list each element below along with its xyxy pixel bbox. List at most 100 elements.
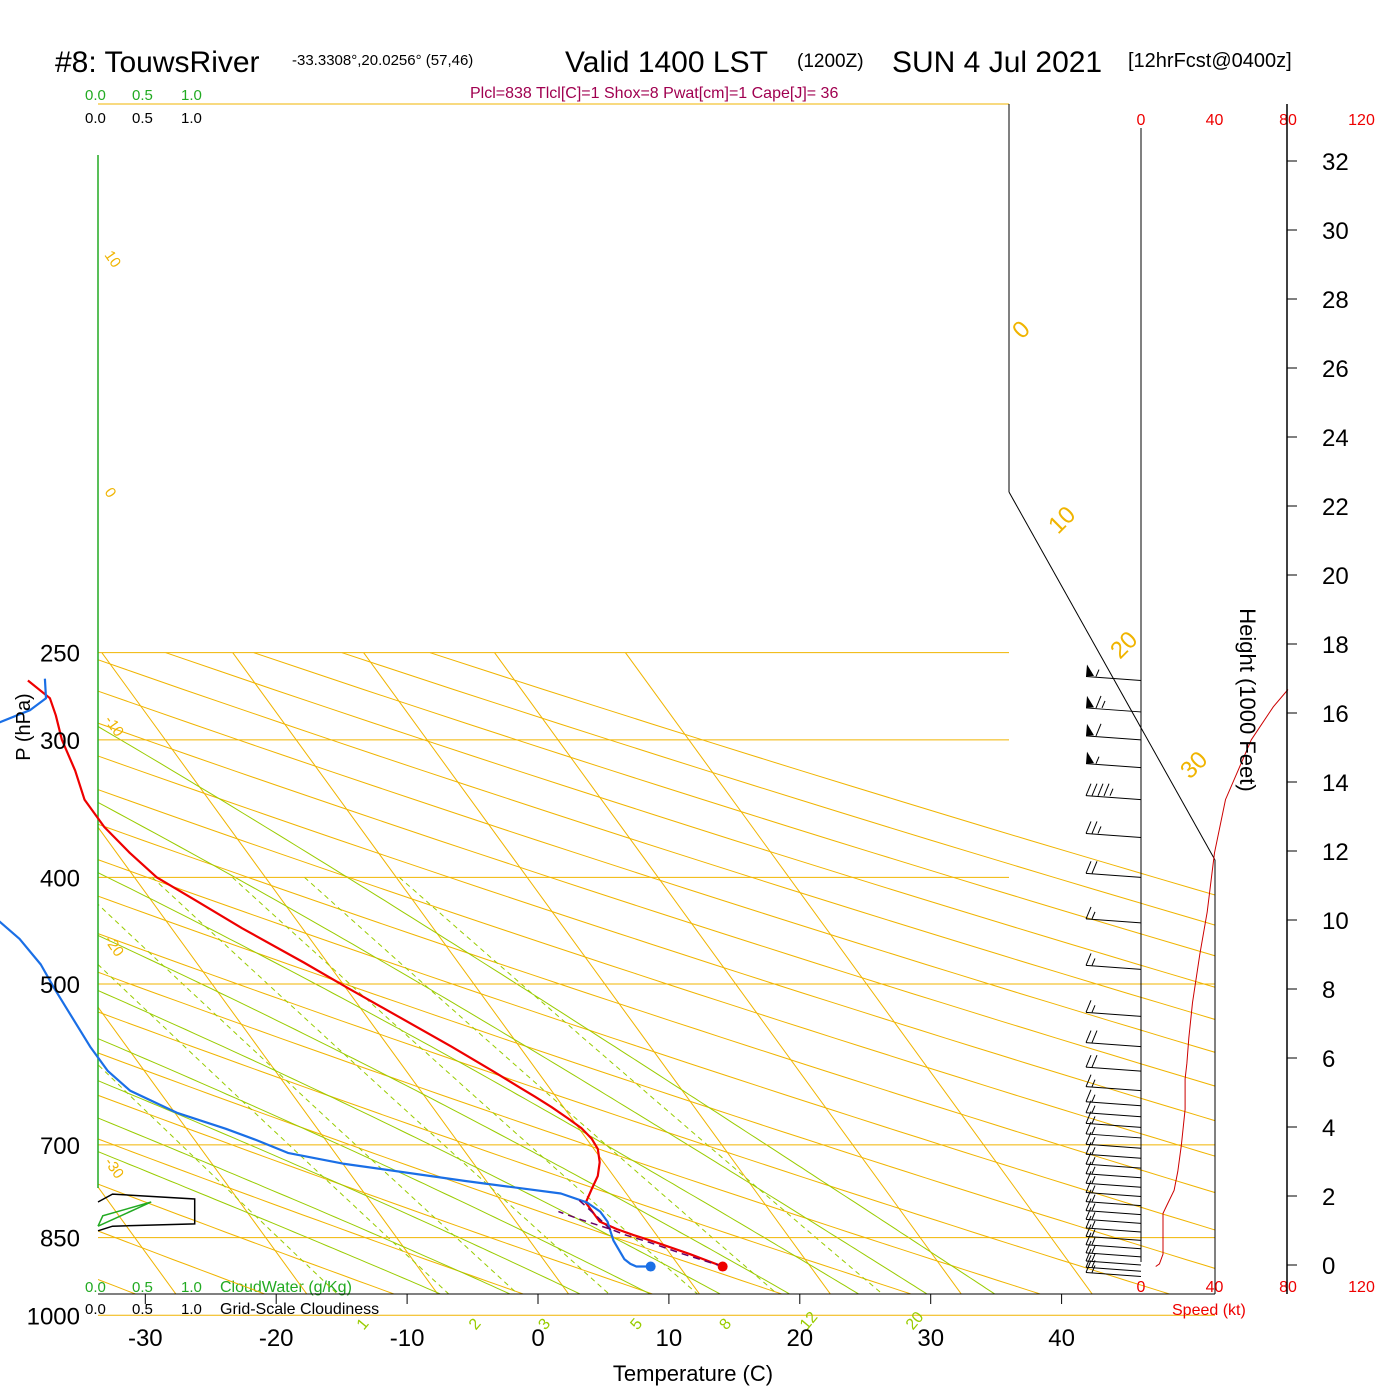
wind-barb-flag xyxy=(1085,1240,1092,1254)
temperature-tick-label: 10 xyxy=(656,1325,683,1352)
wind-barb-flag xyxy=(1103,783,1110,797)
wind-barb-staff xyxy=(1085,1218,1142,1224)
pressure-tick-label: 400 xyxy=(40,865,80,892)
moist-adiabat-line xyxy=(98,652,729,1294)
cloud-water-bottom-tick-0: 0.0 xyxy=(85,1279,106,1296)
height-tick-label: 16 xyxy=(1322,701,1349,728)
moist-adiabat-line xyxy=(98,652,795,1294)
pressure-tick-label: 1000 xyxy=(27,1303,80,1330)
parcel-path-line xyxy=(577,1199,612,1231)
wind-barb-halfflag xyxy=(1101,700,1106,709)
wind-barb-pennant xyxy=(1086,723,1094,736)
temperature-surface-dot xyxy=(717,1261,728,1272)
wind-barb-flag xyxy=(1085,1207,1092,1220)
cloud-water-bottom-tick-2: 1.0 xyxy=(181,1279,202,1296)
wind-barb xyxy=(1085,1189,1142,1207)
wind-barb-flag xyxy=(1085,1180,1092,1193)
dry-adiabat-lines xyxy=(98,652,1215,1294)
moist-adiabat-line xyxy=(98,652,664,1294)
dry-adiabat-line xyxy=(98,652,1168,1294)
moist-adiabat-line xyxy=(98,652,860,1294)
wind-barb-staff xyxy=(1085,1266,1142,1272)
wind-barb xyxy=(1085,1180,1142,1198)
wind-barb-flag xyxy=(1085,783,1092,796)
valid-date: SUN 4 Jul 2021 xyxy=(892,46,1102,79)
moist-adiabat-line xyxy=(98,652,991,1294)
wind-barb-staff xyxy=(1085,1210,1142,1216)
mixing-ratio-line xyxy=(304,876,824,1294)
wind-barb-halfflag xyxy=(1091,1126,1096,1135)
isotherm-label: 30 xyxy=(1175,746,1213,784)
wind-barb-staff xyxy=(1085,735,1142,741)
isotherm-line xyxy=(98,652,206,1294)
moist-adiabat-line xyxy=(98,652,598,1294)
mixing-ratio-label: 8 xyxy=(716,1316,735,1334)
wind-barb-flag xyxy=(1085,1232,1092,1245)
wind-barb-staff xyxy=(1085,763,1142,769)
wind-barb xyxy=(1085,1248,1142,1266)
wind-barb xyxy=(1085,1142,1142,1159)
pressure-tick-label: 300 xyxy=(40,728,80,755)
isotherm-lines xyxy=(98,652,1122,1294)
wind-barb xyxy=(1085,1224,1142,1241)
wind-speed-profile-line xyxy=(1155,689,1289,1267)
wind-barb-flag xyxy=(1085,1151,1092,1165)
wind-barb xyxy=(1085,1074,1142,1092)
wind-barb-flag xyxy=(1085,1224,1092,1237)
wind-barb xyxy=(1085,1207,1142,1224)
wind-barb xyxy=(1085,1161,1142,1179)
wind-barb xyxy=(1085,1171,1142,1188)
x-axis-title: Temperature (C) xyxy=(613,1361,773,1386)
wind-barb-staff xyxy=(1085,1173,1142,1179)
dry-adiabat-line xyxy=(98,652,374,1294)
wind-barb-flag xyxy=(1095,723,1102,737)
wind-barb-staff xyxy=(1085,1227,1142,1233)
wind-barb-halfflag xyxy=(1091,1237,1096,1245)
wind-barb xyxy=(1085,1232,1142,1250)
wind-barb-staff xyxy=(1085,1101,1142,1107)
wind-barb-flag xyxy=(1091,861,1098,874)
height-tick-label: 24 xyxy=(1322,425,1349,452)
wind-barb-staff xyxy=(1085,1143,1142,1149)
isotherm-labels: 10 0 -10 -20 -30 0 10 20 30 xyxy=(101,248,1213,1183)
mixing-ratio-label: 1 xyxy=(354,1316,373,1334)
wind-barb-flag xyxy=(1085,1000,1092,1013)
wind-barb-staff xyxy=(1085,1252,1142,1258)
wind-barb-staff xyxy=(1085,872,1142,878)
wind-barb-halfflag xyxy=(1091,1260,1096,1268)
height-tick-label: 20 xyxy=(1322,563,1349,590)
wind-barb-halfflag xyxy=(1091,1137,1096,1145)
temperature-tick-label: 30 xyxy=(917,1325,944,1352)
mixing-ratio-line xyxy=(151,876,655,1294)
dry-adiabat-line xyxy=(98,652,1215,1294)
wind-barb-halfflag xyxy=(1091,1005,1096,1013)
mixing-ratio-line xyxy=(398,876,931,1294)
height-tick-label: 28 xyxy=(1322,287,1349,314)
dry-adiabat-line xyxy=(98,652,1215,1294)
valid-time: Valid 1400 LST xyxy=(565,46,768,79)
dry-adiabat-line xyxy=(98,652,1215,1294)
isotherm-line xyxy=(494,652,991,1294)
height-tick-label: 4 xyxy=(1322,1115,1335,1142)
isotherm-line xyxy=(101,652,599,1294)
wind-barb-halfflag xyxy=(1091,1105,1096,1113)
moist-adiabat-lines xyxy=(98,652,1057,1294)
wind-barb xyxy=(1085,1198,1142,1216)
height-tick-label: 30 xyxy=(1322,218,1349,245)
forecast-label: [12hrFcst@0400z] xyxy=(1128,50,1292,72)
wind-barb-flag xyxy=(1085,861,1092,874)
wind-barb xyxy=(1085,1030,1142,1048)
wind-barb-halfflag xyxy=(1091,1094,1096,1102)
wind-barb-staff xyxy=(1085,1201,1142,1207)
speed-tick-label-bottom: 0 xyxy=(1137,1279,1146,1296)
mixing-ratio-labels: 1 2 3 5 8 12 20 xyxy=(354,1309,928,1334)
wind-barb-staff xyxy=(1085,1192,1142,1198)
dry-adiabat-line xyxy=(98,652,1215,1294)
wind-barb-flag xyxy=(1085,1189,1092,1202)
dry-adiabat-line xyxy=(98,652,1036,1294)
wind-barb-flag xyxy=(1085,906,1092,920)
moist-adiabat-line xyxy=(98,652,533,1294)
pressure-tick-label: 700 xyxy=(40,1133,80,1160)
cloudiness-bottom-tick-1: 0.5 xyxy=(132,1301,153,1318)
